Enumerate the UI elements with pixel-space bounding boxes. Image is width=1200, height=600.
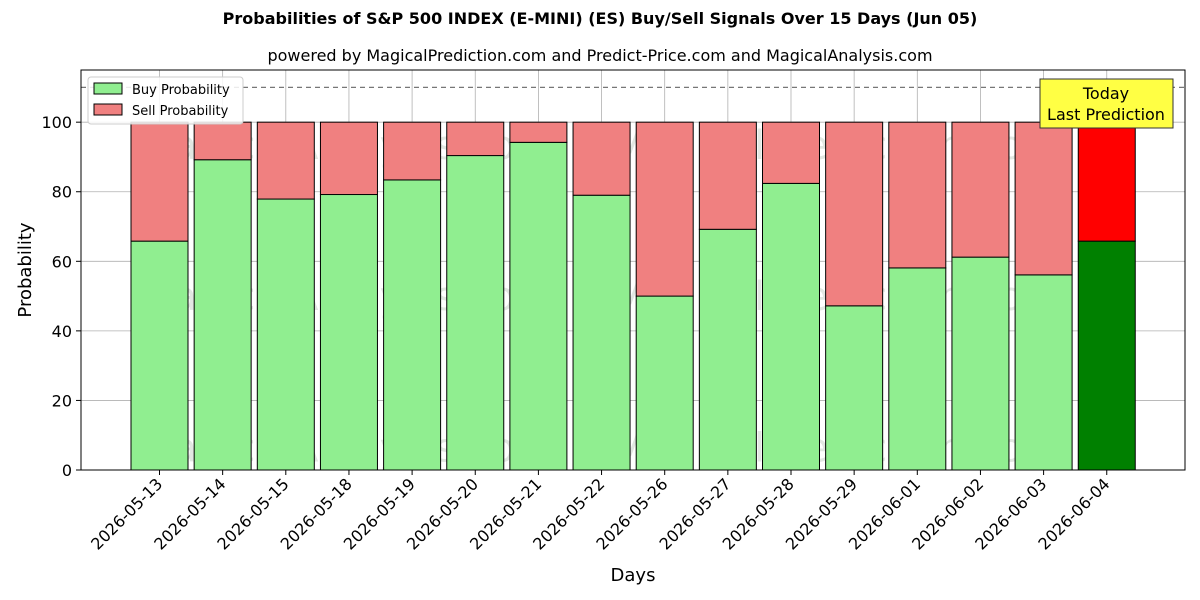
buy-bar bbox=[888, 267, 947, 471]
legend-label-buy: Buy Probability bbox=[132, 83, 230, 98]
y-tick-label: 60 bbox=[52, 252, 72, 271]
sell-bar bbox=[256, 121, 315, 200]
y-tick-label: 100 bbox=[41, 113, 72, 132]
buy-bar bbox=[130, 240, 189, 471]
annotation-line1: Today bbox=[1082, 84, 1129, 103]
legend-swatch-sell bbox=[93, 103, 123, 116]
legend: Buy Probability Sell Probability bbox=[87, 76, 244, 125]
sell-bar bbox=[319, 121, 378, 196]
buy-bar bbox=[383, 179, 442, 471]
sell-bar bbox=[1014, 121, 1073, 276]
buy-bar bbox=[193, 159, 252, 471]
sell-bar bbox=[193, 121, 252, 161]
sell-bar bbox=[383, 121, 442, 181]
annotation-box bbox=[1039, 78, 1174, 129]
sell-bar bbox=[446, 121, 505, 157]
buy-bar bbox=[509, 141, 568, 471]
annotation-line2: Last Prediction bbox=[1047, 105, 1165, 124]
sell-bar bbox=[825, 121, 884, 307]
buy-bar bbox=[825, 305, 884, 471]
buy-bar bbox=[319, 194, 378, 471]
chart-title: Probabilities of S&P 500 INDEX (E-MINI) … bbox=[222, 9, 978, 28]
annotation: Today Last Prediction bbox=[1039, 78, 1174, 129]
legend-swatch-buy bbox=[93, 82, 123, 95]
sell-bar bbox=[951, 121, 1010, 258]
buy-bar bbox=[1014, 274, 1073, 471]
buy-bar bbox=[635, 295, 694, 471]
sell-bar bbox=[888, 121, 947, 269]
sell-bar bbox=[762, 121, 820, 184]
sell-bar bbox=[1077, 121, 1136, 242]
bar-layer bbox=[130, 121, 1136, 471]
sell-bar bbox=[572, 121, 631, 196]
y-tick-label: 0 bbox=[62, 461, 72, 480]
legend-box bbox=[87, 76, 244, 125]
sell-bar bbox=[698, 121, 757, 230]
x-axis-label: Days bbox=[611, 565, 656, 586]
sell-bar bbox=[509, 121, 568, 143]
y-tick-label: 20 bbox=[52, 391, 72, 410]
buy-bar bbox=[446, 155, 505, 471]
y-tick-label: 80 bbox=[52, 183, 72, 202]
chart-subtitle: powered by MagicalPrediction.com and Pre… bbox=[267, 46, 933, 65]
legend-label-sell: Sell Probability bbox=[132, 104, 229, 119]
sell-bar bbox=[635, 121, 694, 297]
buy-bar bbox=[256, 198, 315, 471]
sell-bar bbox=[130, 121, 189, 242]
buy-bar bbox=[572, 194, 631, 471]
buy-bar bbox=[951, 256, 1010, 471]
y-axis-label: Probability bbox=[15, 222, 36, 317]
plot-frame bbox=[80, 69, 1186, 471]
buy-bar bbox=[1077, 240, 1136, 471]
buy-bar bbox=[698, 228, 757, 471]
y-tick-label: 40 bbox=[52, 322, 72, 341]
buy-bar bbox=[762, 182, 820, 471]
